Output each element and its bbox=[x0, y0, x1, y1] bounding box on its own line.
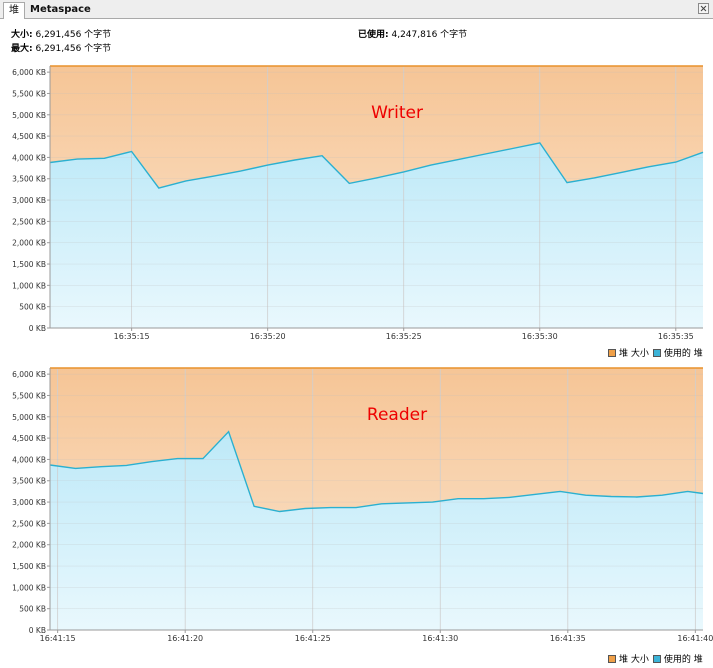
heap-size-swatch bbox=[608, 654, 616, 663]
y-tick-label: 2,000 KB bbox=[12, 541, 46, 550]
x-tick-label: 16:41:40 bbox=[677, 634, 713, 643]
used-heap-area bbox=[50, 431, 703, 630]
x-tick-label: 16:35:20 bbox=[250, 332, 286, 341]
tab-bar: 堆 Metaspace bbox=[0, 0, 713, 19]
writer-heap-chart: 0 KB 500 KB 1,000 KB 1,500 KB 2,000 KB 2,500 … bbox=[12, 65, 704, 341]
max-info: 最大: 6,291,456 个字节 bbox=[11, 41, 111, 54]
used-value: 4,247,816 个字节 bbox=[391, 30, 468, 40]
x-tick-label: 16:41:30 bbox=[422, 634, 458, 643]
y-tick-label: 500 KB bbox=[19, 303, 46, 312]
y-tick-label: 5,500 KB bbox=[12, 391, 46, 400]
x-tick-label: 16:41:20 bbox=[167, 634, 203, 643]
y-tick-label: 6,000 KB bbox=[12, 370, 46, 379]
used-info: 已使用: 4,247,816 个字节 bbox=[358, 27, 467, 40]
y-tick-label: 1,500 KB bbox=[12, 562, 46, 571]
used-label: 已使用: bbox=[358, 30, 389, 40]
y-tick-label: 3,000 KB bbox=[12, 498, 46, 507]
legend-used-heap: 使用的 堆 bbox=[663, 349, 703, 359]
writer-chart-legend: 堆 大小 使用的 堆 bbox=[604, 346, 703, 359]
close-icon[interactable] bbox=[698, 3, 709, 14]
max-label: 最大: bbox=[11, 44, 33, 54]
used-heap-line bbox=[49, 142, 704, 189]
used-heap-swatch bbox=[652, 654, 661, 663]
y-tick-label: 5,500 KB bbox=[12, 89, 46, 98]
reader-chart-legend: 堆 大小 使用的 堆 bbox=[604, 652, 703, 665]
legend-used-heap: 使用的 堆 bbox=[663, 655, 703, 665]
y-tick-label: 1,000 KB bbox=[12, 281, 46, 290]
y-tick-label: 4,500 KB bbox=[12, 434, 46, 443]
tab-metaspace[interactable]: Metaspace bbox=[30, 4, 91, 15]
x-tick-label: 16:41:35 bbox=[550, 634, 586, 643]
x-tick-label: 16:41:25 bbox=[295, 634, 331, 643]
y-tick-label: 1,000 KB bbox=[12, 583, 46, 592]
size-value: 6,291,456 个字节 bbox=[35, 30, 112, 40]
chart-annotation: Writer bbox=[371, 103, 423, 123]
y-tick-label: 5,000 KB bbox=[12, 111, 46, 120]
y-tick-label: 3,500 KB bbox=[12, 477, 46, 486]
y-tick-label: 500 KB bbox=[19, 605, 46, 614]
y-tick-label: 2,500 KB bbox=[12, 519, 46, 528]
y-tick-label: 4,000 KB bbox=[12, 455, 46, 464]
size-label: 大小: bbox=[11, 30, 33, 40]
legend-heap-size: 堆 大小 bbox=[619, 655, 649, 665]
y-tick-label: 3,500 KB bbox=[12, 175, 46, 184]
y-tick-label: 5,000 KB bbox=[12, 413, 46, 422]
x-tick-label: 16:41:15 bbox=[40, 634, 76, 643]
y-tick-label: 1,500 KB bbox=[12, 260, 46, 269]
legend-heap-size: 堆 大小 bbox=[619, 349, 649, 359]
max-value: 6,291,456 个字节 bbox=[35, 44, 112, 54]
used-heap-line bbox=[49, 430, 704, 513]
y-tick-label: 2,000 KB bbox=[12, 239, 46, 248]
y-tick-label: 0 KB bbox=[29, 324, 46, 333]
x-tick-label: 16:35:15 bbox=[114, 332, 150, 341]
y-tick-label: 2,500 KB bbox=[12, 217, 46, 226]
y-tick-label: 4,000 KB bbox=[12, 153, 46, 162]
chart-annotation: Reader bbox=[367, 405, 427, 425]
y-tick-label: 3,000 KB bbox=[12, 196, 46, 205]
x-tick-label: 16:35:30 bbox=[522, 332, 558, 341]
tab-heap[interactable]: 堆 bbox=[3, 2, 25, 19]
y-tick-label: 4,500 KB bbox=[12, 132, 46, 141]
used-heap-swatch bbox=[652, 348, 661, 357]
y-tick-label: 6,000 KB bbox=[12, 68, 46, 77]
x-tick-label: 16:35:25 bbox=[386, 332, 422, 341]
y-tick-label: 0 KB bbox=[29, 626, 46, 635]
size-info: 大小: 6,291,456 个字节 bbox=[11, 27, 111, 40]
x-tick-label: 16:35:35 bbox=[658, 332, 694, 341]
heap-size-swatch bbox=[608, 348, 616, 357]
reader-heap-chart: 0 KB 500 KB 1,000 KB 1,500 KB 2,000 KB 2,500 … bbox=[12, 367, 713, 643]
